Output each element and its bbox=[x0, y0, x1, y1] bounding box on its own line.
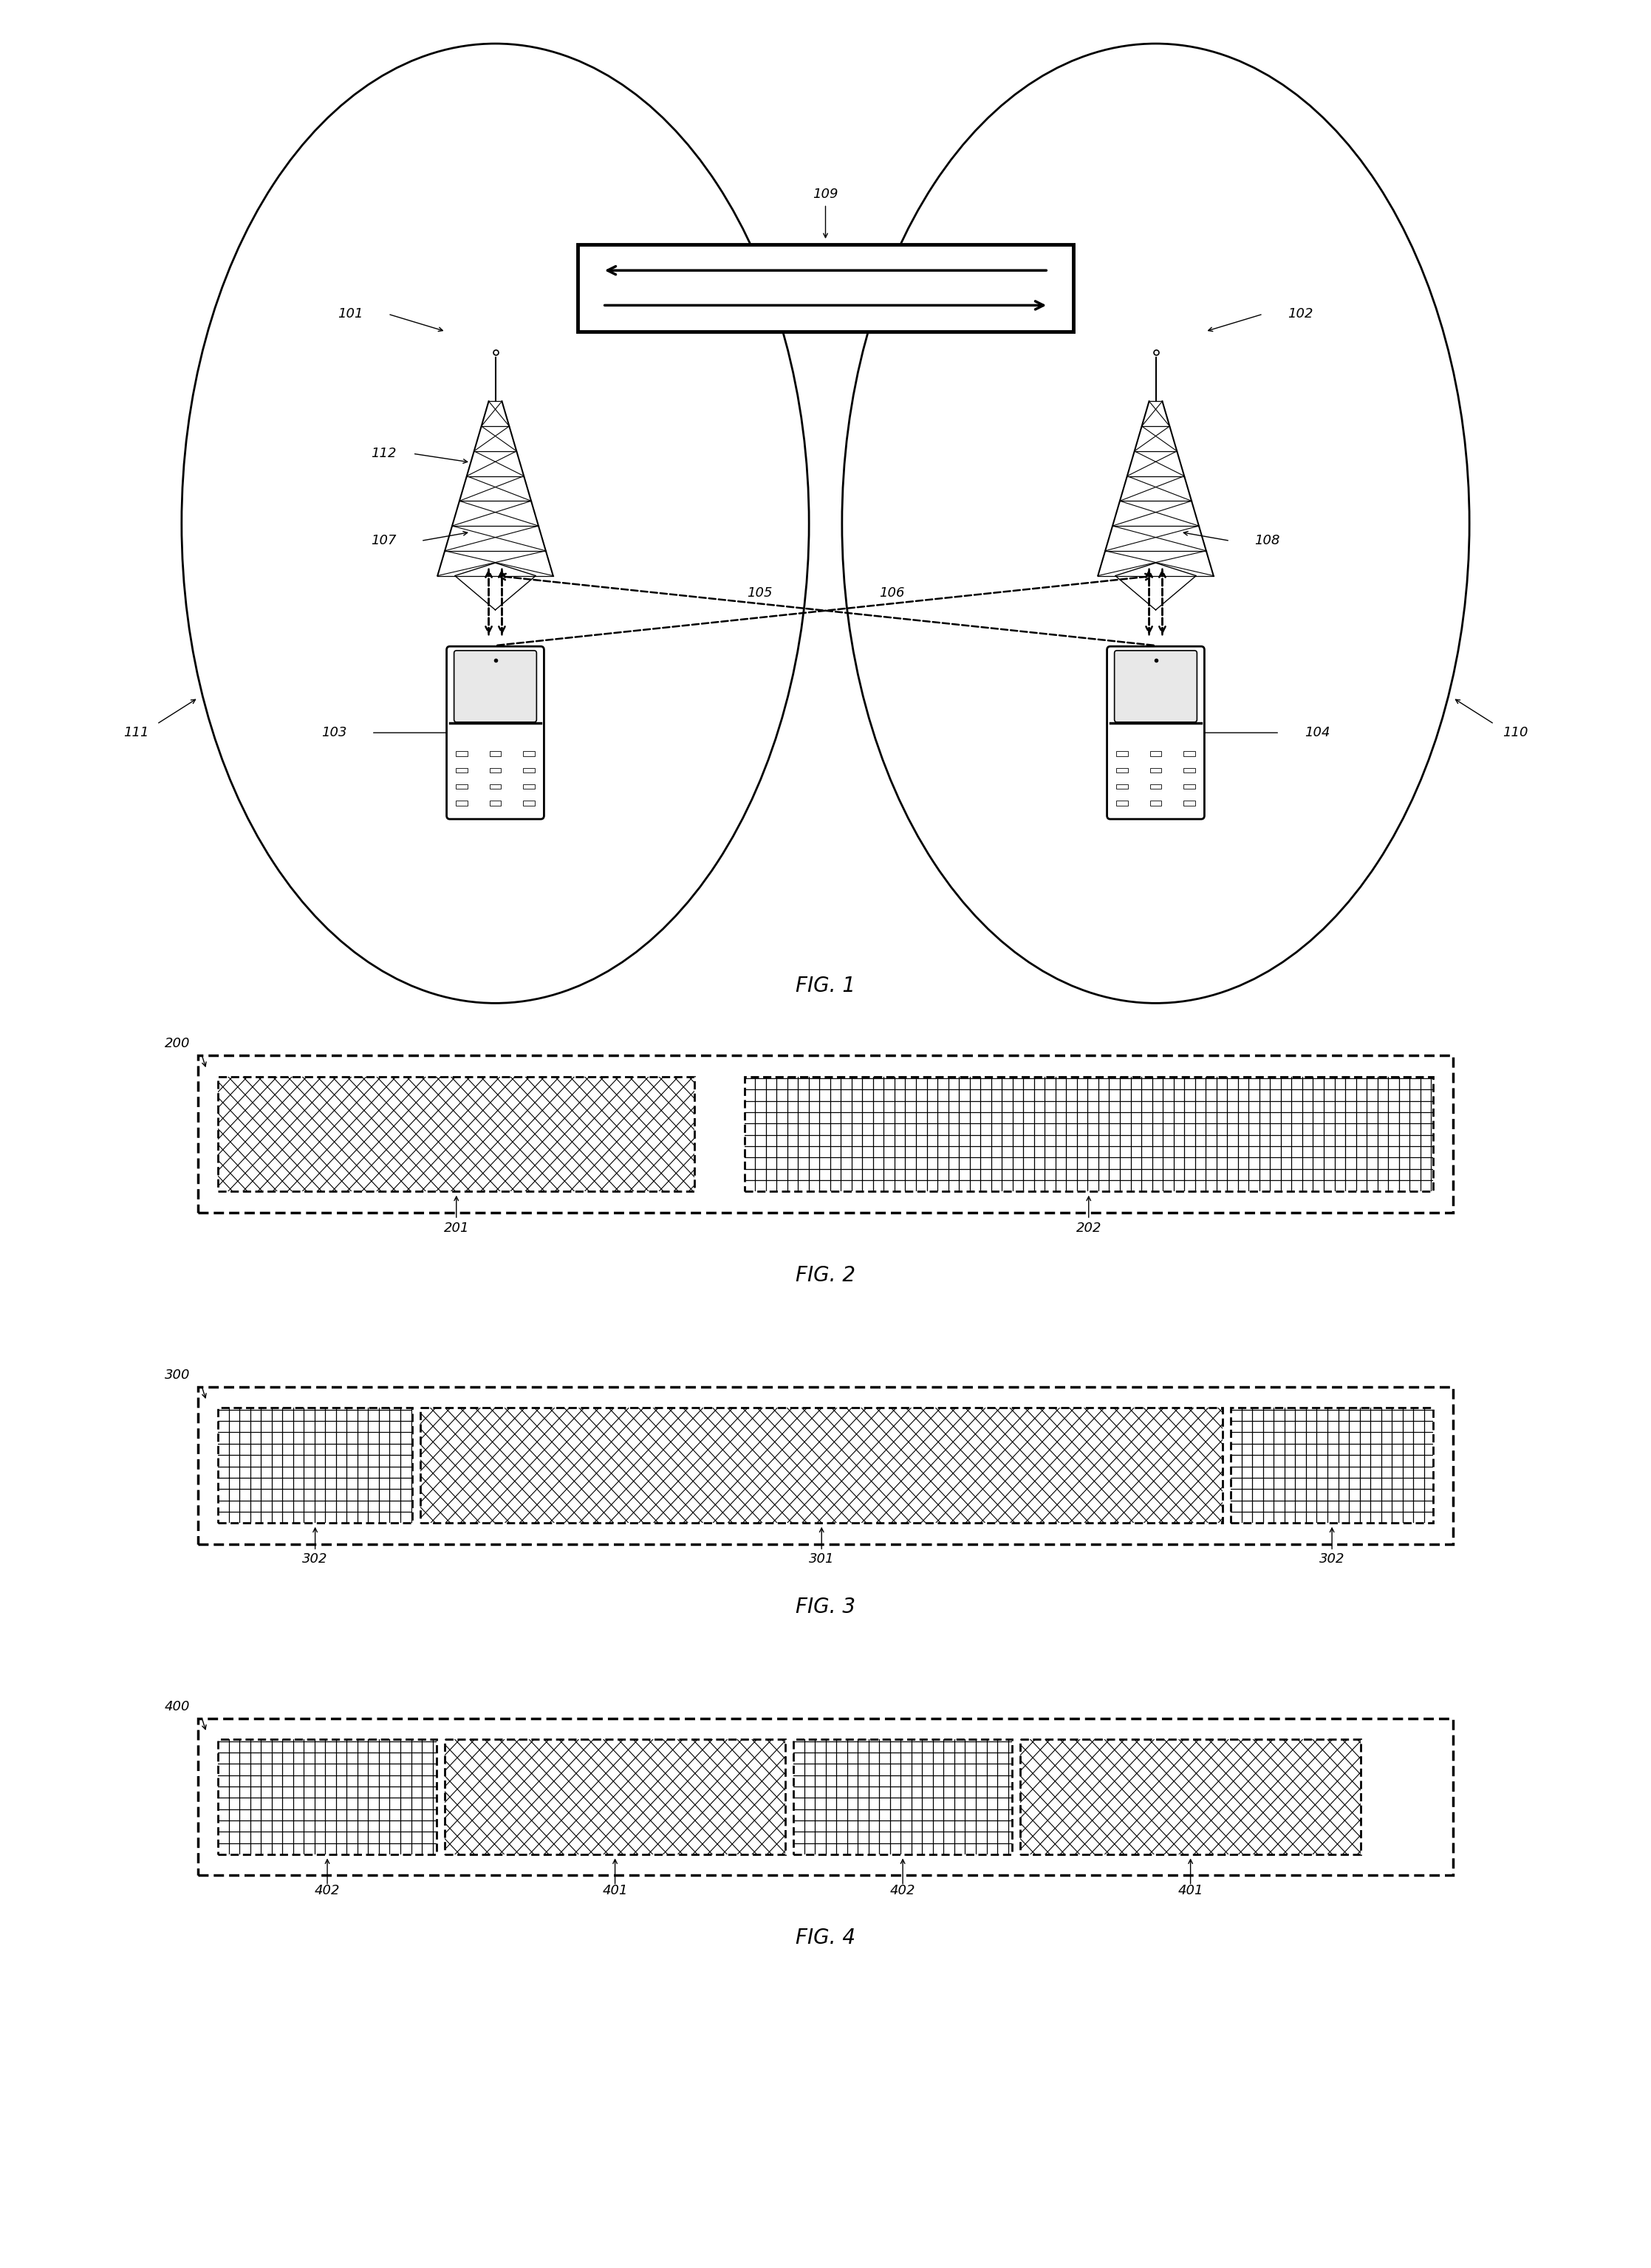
Text: 202: 202 bbox=[1076, 1220, 1101, 1234]
Text: FIG. 4: FIG. 4 bbox=[796, 1928, 855, 1948]
Bar bbox=[1020, 1740, 1360, 1855]
Bar bbox=[1184, 785, 1195, 789]
Bar bbox=[1232, 1408, 1433, 1524]
FancyBboxPatch shape bbox=[1114, 651, 1197, 721]
Bar bbox=[489, 751, 502, 755]
Text: 103: 103 bbox=[322, 726, 347, 739]
Bar bbox=[489, 769, 502, 773]
Text: 112: 112 bbox=[371, 447, 396, 460]
Bar bbox=[198, 1719, 1453, 1876]
Bar bbox=[198, 1055, 1453, 1213]
Text: FIG. 3: FIG. 3 bbox=[796, 1597, 855, 1617]
Bar bbox=[444, 1740, 786, 1855]
FancyBboxPatch shape bbox=[454, 651, 537, 721]
Text: FIG. 2: FIG. 2 bbox=[796, 1266, 855, 1286]
Bar bbox=[218, 1077, 695, 1191]
Bar bbox=[218, 1740, 436, 1855]
Bar bbox=[523, 801, 535, 805]
Text: 302: 302 bbox=[1319, 1554, 1344, 1565]
FancyBboxPatch shape bbox=[447, 646, 545, 819]
Bar bbox=[1116, 769, 1128, 773]
Text: 105: 105 bbox=[746, 587, 773, 599]
Bar bbox=[1151, 751, 1162, 755]
Text: 300: 300 bbox=[165, 1368, 190, 1381]
Bar bbox=[218, 1408, 413, 1524]
Bar bbox=[1020, 1740, 1360, 1855]
Text: 102: 102 bbox=[1288, 308, 1313, 320]
Text: 402: 402 bbox=[315, 1885, 340, 1898]
Bar bbox=[578, 245, 1073, 331]
Bar bbox=[1184, 769, 1195, 773]
Bar bbox=[456, 751, 467, 755]
Bar bbox=[218, 1408, 413, 1524]
Bar bbox=[1184, 751, 1195, 755]
Bar bbox=[1116, 751, 1128, 755]
FancyBboxPatch shape bbox=[1108, 646, 1205, 819]
Bar bbox=[1232, 1408, 1433, 1524]
Text: 101: 101 bbox=[338, 308, 363, 320]
Bar bbox=[421, 1408, 1223, 1524]
Bar bbox=[745, 1077, 1433, 1191]
Bar bbox=[218, 1077, 695, 1191]
Bar bbox=[1116, 785, 1128, 789]
Bar bbox=[421, 1408, 1223, 1524]
Text: 200: 200 bbox=[165, 1036, 190, 1050]
Bar bbox=[456, 769, 467, 773]
Text: 402: 402 bbox=[890, 1885, 916, 1898]
Bar bbox=[523, 751, 535, 755]
Text: 201: 201 bbox=[444, 1220, 469, 1234]
Text: 302: 302 bbox=[302, 1554, 329, 1565]
Bar bbox=[456, 801, 467, 805]
Text: 401: 401 bbox=[603, 1885, 627, 1898]
Text: 104: 104 bbox=[1304, 726, 1329, 739]
Bar bbox=[1151, 801, 1162, 805]
Bar bbox=[1151, 785, 1162, 789]
Bar bbox=[1151, 769, 1162, 773]
Text: 301: 301 bbox=[809, 1554, 834, 1565]
Bar bbox=[794, 1740, 1012, 1855]
Text: 106: 106 bbox=[878, 587, 905, 599]
Bar bbox=[523, 769, 535, 773]
Bar bbox=[745, 1077, 1433, 1191]
Text: 109: 109 bbox=[812, 188, 839, 200]
Text: 400: 400 bbox=[165, 1701, 190, 1712]
Text: 401: 401 bbox=[1177, 1885, 1204, 1898]
Bar bbox=[1184, 801, 1195, 805]
Bar bbox=[456, 785, 467, 789]
Bar bbox=[523, 785, 535, 789]
Text: 107: 107 bbox=[371, 535, 396, 547]
Bar bbox=[489, 785, 502, 789]
Bar bbox=[794, 1740, 1012, 1855]
Text: 111: 111 bbox=[124, 726, 149, 739]
Bar bbox=[489, 801, 502, 805]
Bar bbox=[218, 1740, 436, 1855]
Text: 110: 110 bbox=[1502, 726, 1527, 739]
Bar bbox=[444, 1740, 786, 1855]
Bar bbox=[1116, 801, 1128, 805]
Text: 108: 108 bbox=[1255, 535, 1280, 547]
Text: FIG. 1: FIG. 1 bbox=[796, 975, 855, 996]
Bar bbox=[198, 1388, 1453, 1545]
